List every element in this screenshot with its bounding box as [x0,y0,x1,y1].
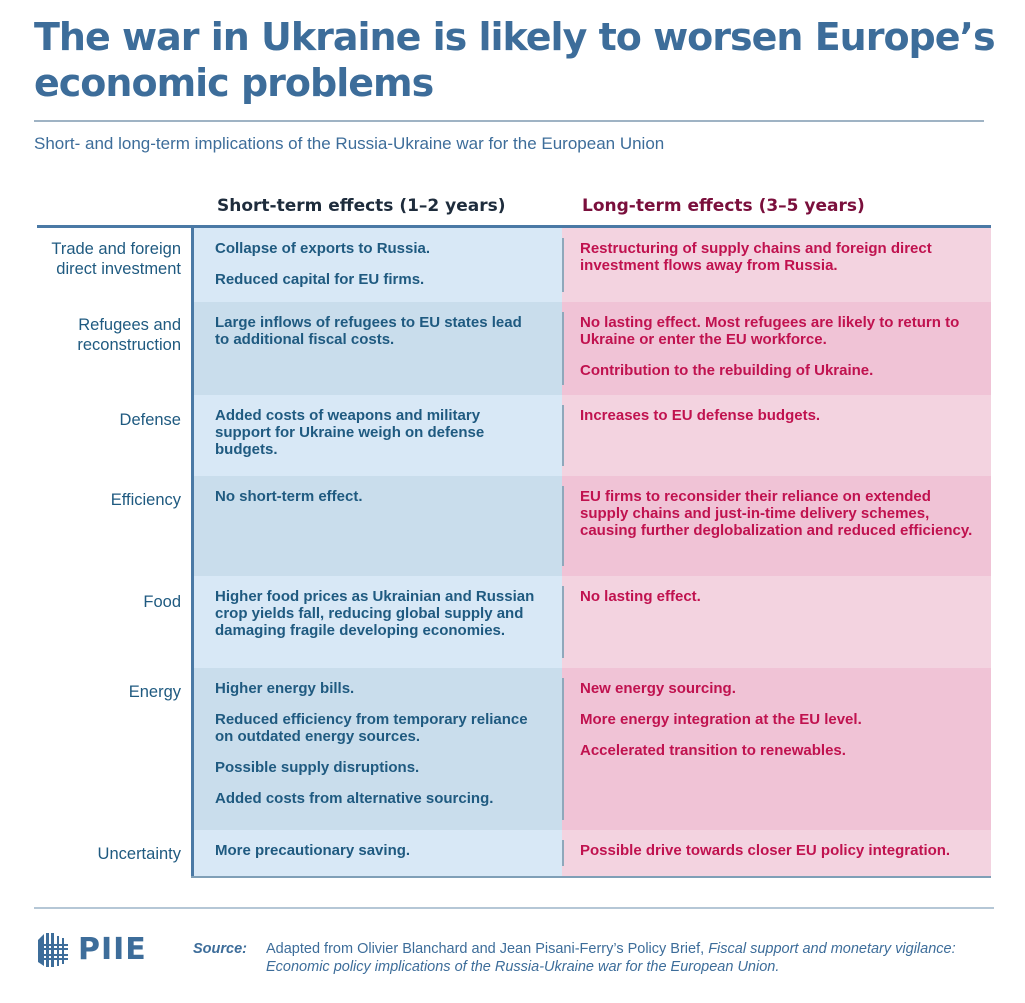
source-text: Adapted from Olivier Blanchard and Jean … [266,941,709,957]
column-header-short-term: Short-term effects (1–2 years) [217,196,506,216]
long-term-effect: More energy integration at the EU level. [580,711,862,728]
short-term-cell: Collapse of exports to Russia. Reduced ca… [193,228,562,302]
long-term-effect: Increases to EU defense budgets. [580,407,821,424]
row-label: Trade and foreign direct investment [51,240,181,278]
piie-logo: PIIE [34,930,147,968]
short-term-cell: Higher energy bills. Reduced efficiency f… [193,668,562,830]
table-left-border [191,227,194,878]
short-term-effect: Higher food prices as Ukrainian and Russ… [215,588,535,639]
column-separator [562,586,564,658]
table-bottom-border [191,876,991,878]
table-row: Efficiency No short-term effect. EU firms … [37,476,991,576]
row-label: Uncertainty [97,845,181,863]
row-label: Food [143,593,181,611]
title-divider [34,120,984,122]
row-label: Efficiency [110,491,181,509]
building-grid-icon [38,933,68,967]
column-separator [562,405,564,466]
column-separator [562,678,564,820]
source-body: Adapted from Olivier Blanchard and Jean … [266,940,993,976]
row-label: Energy [128,683,181,701]
long-term-effect: Contribution to the rebuilding of Ukrain… [580,362,874,379]
row-label: Defense [119,411,181,429]
long-term-cell: EU firms to reconsider their reliance on… [562,476,991,576]
long-term-effect: Restructuring of supply chains and forei… [580,240,932,274]
header-line [37,225,991,228]
short-term-effect: Possible supply disruptions. [215,759,420,776]
subtitle: Short- and long-term implications of the… [34,134,665,153]
long-term-effect: Accelerated transition to renewables. [580,742,846,759]
short-term-effect: Added costs from alternative sourcing. [215,790,494,807]
short-term-effect: Large inflows of refugees to EU states l… [215,314,522,348]
source-title: Fiscal support and monetary vigilance: E… [266,941,956,975]
short-term-effect: No short-term effect. [215,488,363,505]
long-term-effect: New energy sourcing. [580,680,736,697]
table-row: Food Higher food prices as Ukrainian and … [37,576,991,668]
short-term-effect: Higher energy bills. [215,680,355,697]
column-separator [562,238,564,292]
short-term-cell: No short-term effect. [193,476,562,576]
long-term-cell: Increases to EU defense budgets. [562,395,991,476]
column-separator [562,840,564,866]
long-term-cell: Restructuring of supply chains and forei… [562,228,991,302]
row-label: Refugees and reconstruction [77,316,181,354]
long-term-cell: No lasting effect. [562,576,991,668]
column-header-long-term: Long-term effects (3–5 years) [582,196,865,216]
short-term-cell: Higher food prices as Ukrainian and Russ… [193,576,562,668]
short-term-effect: Reduced capital for EU firms. [215,271,425,288]
short-term-cell: Large inflows of refugees to EU states l… [193,302,562,395]
short-term-effect: Added costs of weapons and military supp… [215,407,485,458]
long-term-cell: New energy sourcing. More energy integrat… [562,668,991,830]
column-separator [562,486,564,566]
column-separator [562,312,564,385]
page-title: The war in Ukraine is likely to worsen E… [34,15,996,105]
table-row: Defense Added costs of weapons and milita… [37,395,991,476]
long-term-effect: EU firms to reconsider their reliance on… [580,488,973,539]
table-row: Uncertainty More precautionary saving. Pos… [37,830,991,876]
table-row: Refugees and reconstruction Large inflows… [37,302,991,395]
short-term-cell: Added costs of weapons and military supp… [193,395,562,476]
short-term-effect: Collapse of exports to Russia. [215,240,431,257]
table-row: Trade and foreign direct investment Colla… [37,228,991,302]
long-term-effect: Possible drive towards closer EU policy … [580,842,951,859]
source-label: Source: [193,941,247,957]
long-term-effect: No lasting effect. [580,588,701,605]
table-row: Energy Higher energy bills. Reduced effici… [37,668,991,830]
short-term-cell: More precautionary saving. [193,830,562,876]
short-term-effect: Reduced efficiency from temporary relian… [215,711,528,745]
footer-divider [34,907,994,909]
long-term-effect: No lasting effect. Most refugees are lik… [580,314,960,348]
long-term-cell: No lasting effect. Most refugees are lik… [562,302,991,395]
logo-text: PIIE [78,931,147,967]
source-note: Source: Adapted from Olivier Blanchard a… [193,940,993,976]
short-term-effect: More precautionary saving. [215,842,411,859]
long-term-cell: Possible drive towards closer EU policy … [562,830,991,876]
